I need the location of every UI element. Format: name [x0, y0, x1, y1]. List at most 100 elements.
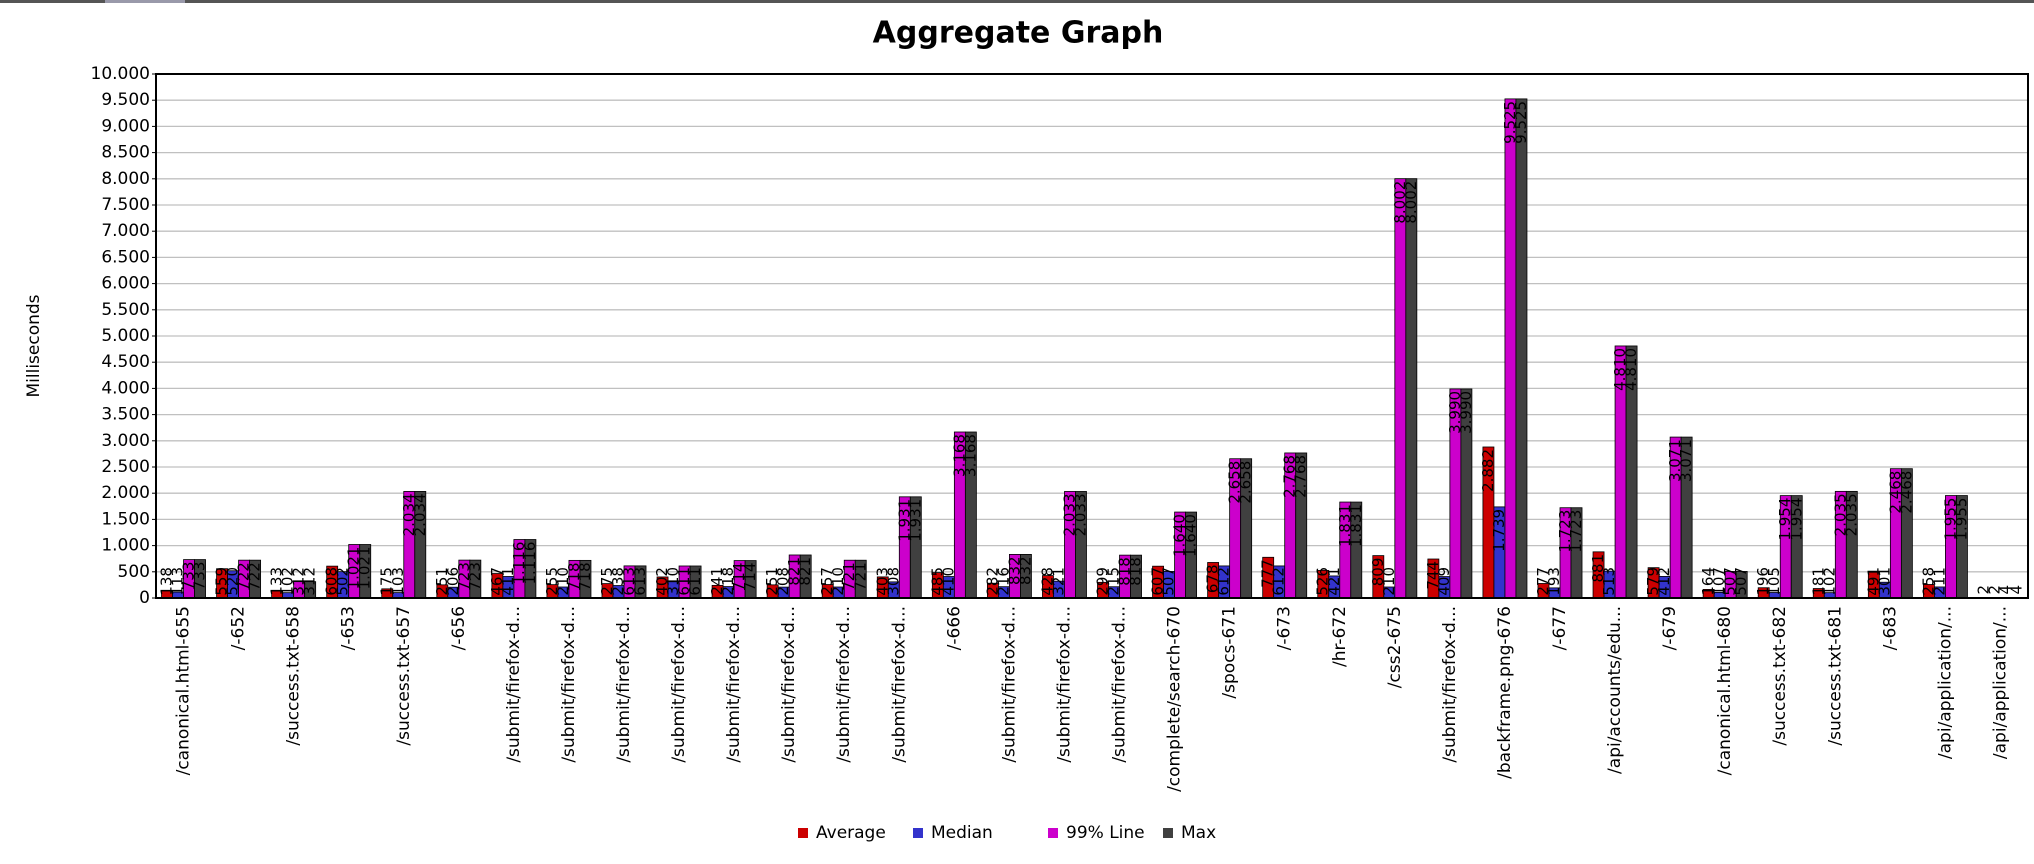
legend-label: Average	[816, 823, 886, 843]
x-tick-label: /backframe.png-676	[1495, 606, 1515, 779]
y-tick-label: 8.500	[101, 143, 150, 163]
value-label: 832	[1005, 556, 1023, 585]
x-tick-label: /css2-675	[1385, 606, 1405, 688]
value-label: 275	[598, 567, 616, 596]
value-label: 428	[1038, 567, 1056, 596]
value-label: 507	[1160, 567, 1178, 596]
value-label: 193	[1545, 567, 1563, 596]
legend-swatch	[1048, 828, 1058, 838]
y-tick-label: 8.000	[101, 169, 150, 189]
value-label: 611	[675, 567, 693, 596]
tab-indicator	[105, 0, 185, 3]
x-tick-label: /submit/firefox-d...	[889, 606, 909, 763]
value-label: 1.931	[895, 499, 913, 542]
value-label: 721	[840, 562, 858, 591]
value-label: 818	[1116, 557, 1134, 586]
value-label: 105	[1765, 567, 1783, 596]
value-label: 2.658	[1226, 461, 1244, 504]
value-label: 809	[1369, 558, 1387, 587]
y-tick-label: 1.500	[101, 509, 150, 529]
x-tick-label: /-656	[449, 606, 469, 650]
value-label: 138	[158, 567, 176, 596]
value-label: 421	[1325, 567, 1343, 596]
value-label: 3.071	[1677, 439, 1695, 482]
bar	[1394, 178, 1407, 599]
x-tick-label: /success.txt-681	[1825, 606, 1845, 746]
value-label: 409	[1435, 567, 1453, 596]
value-label: 2.035	[1842, 493, 1860, 536]
y-tick-label: 7.500	[101, 195, 150, 215]
x-tick-label: /-666	[944, 606, 964, 650]
value-label: 410	[939, 567, 957, 596]
value-label: 2.468	[1897, 471, 1915, 514]
value-label: 218	[719, 567, 737, 596]
value-label: 312	[301, 567, 319, 596]
value-label: 881	[1589, 554, 1607, 583]
value-label: 312	[290, 567, 308, 596]
y-tick-label: 4.500	[101, 352, 150, 372]
value-label: 308	[884, 567, 902, 596]
value-label: 4	[1996, 585, 2014, 595]
y-tick-label: 6.000	[101, 274, 150, 294]
value-label: 164	[1699, 567, 1717, 596]
x-tick-label: /submit/firefox-d...	[559, 606, 579, 763]
value-label: 2.035	[1831, 493, 1849, 536]
value-label: 3.168	[950, 434, 968, 477]
value-label: 733	[191, 562, 209, 591]
value-label: 1.116	[510, 542, 528, 585]
value-label: 714	[730, 563, 748, 592]
value-label: 1.955	[1941, 498, 1959, 541]
value-label: 718	[565, 562, 583, 591]
value-label: 607	[1149, 567, 1167, 596]
y-tick-label: 3.500	[101, 405, 150, 425]
value-label: 2.034	[400, 493, 418, 536]
value-label: 3.990	[1446, 391, 1464, 434]
value-label: 520	[224, 567, 242, 596]
value-label: 310	[664, 567, 682, 596]
value-label: 210	[1380, 567, 1398, 596]
value-label: 206	[444, 567, 462, 596]
value-label: 722	[246, 562, 264, 591]
value-label: 107	[1710, 567, 1728, 596]
value-label: 257	[818, 567, 836, 596]
value-label: 777	[1259, 559, 1277, 588]
x-tick-label: /-653	[339, 606, 359, 650]
value-label: 216	[994, 567, 1012, 596]
value-label: 321	[1049, 567, 1067, 596]
value-label: 612	[1270, 567, 1288, 596]
value-label: 526	[1314, 567, 1332, 596]
x-tick-label: /-683	[1880, 606, 1900, 650]
value-label: 1.021	[356, 546, 374, 589]
value-label: 714	[741, 563, 759, 592]
x-tick-label: /submit/firefox-d...	[1440, 606, 1460, 763]
value-label: 1.021	[345, 546, 363, 589]
x-tick-label: /success.txt-682	[1770, 606, 1790, 746]
value-label: 1.723	[1556, 510, 1574, 553]
y-tick-label: 9.000	[101, 116, 150, 136]
value-label: 4.810	[1611, 348, 1629, 391]
y-tick-label: 10.000	[91, 64, 150, 84]
y-tick-label: 2.500	[101, 457, 150, 477]
value-label: 9.525	[1501, 101, 1519, 144]
x-tick-label: /submit/firefox-d...	[724, 606, 744, 763]
value-label: 491	[1864, 567, 1882, 596]
value-label: 133	[268, 567, 286, 596]
value-label: 612	[1215, 567, 1233, 596]
value-label: 1.116	[521, 542, 539, 585]
value-label: 2.658	[1237, 461, 1255, 504]
value-label: 2.468	[1886, 471, 1904, 514]
value-label: 102	[1820, 567, 1838, 596]
value-label: 9.525	[1512, 101, 1530, 144]
legend-label: 99% Line	[1066, 823, 1145, 843]
y-axis-label: Milliseconds	[24, 294, 44, 397]
x-tick-label: /-677	[1550, 606, 1570, 650]
value-label: 210	[829, 567, 847, 596]
y-tick-label: 2.000	[101, 483, 150, 503]
top-border	[0, 0, 2034, 3]
value-label: 258	[1919, 567, 1937, 596]
value-label: 8.002	[1402, 181, 1420, 224]
value-label: 1.954	[1787, 498, 1805, 541]
x-tick-label: /submit/firefox-d...	[779, 606, 799, 763]
value-label: 215	[1105, 567, 1123, 596]
